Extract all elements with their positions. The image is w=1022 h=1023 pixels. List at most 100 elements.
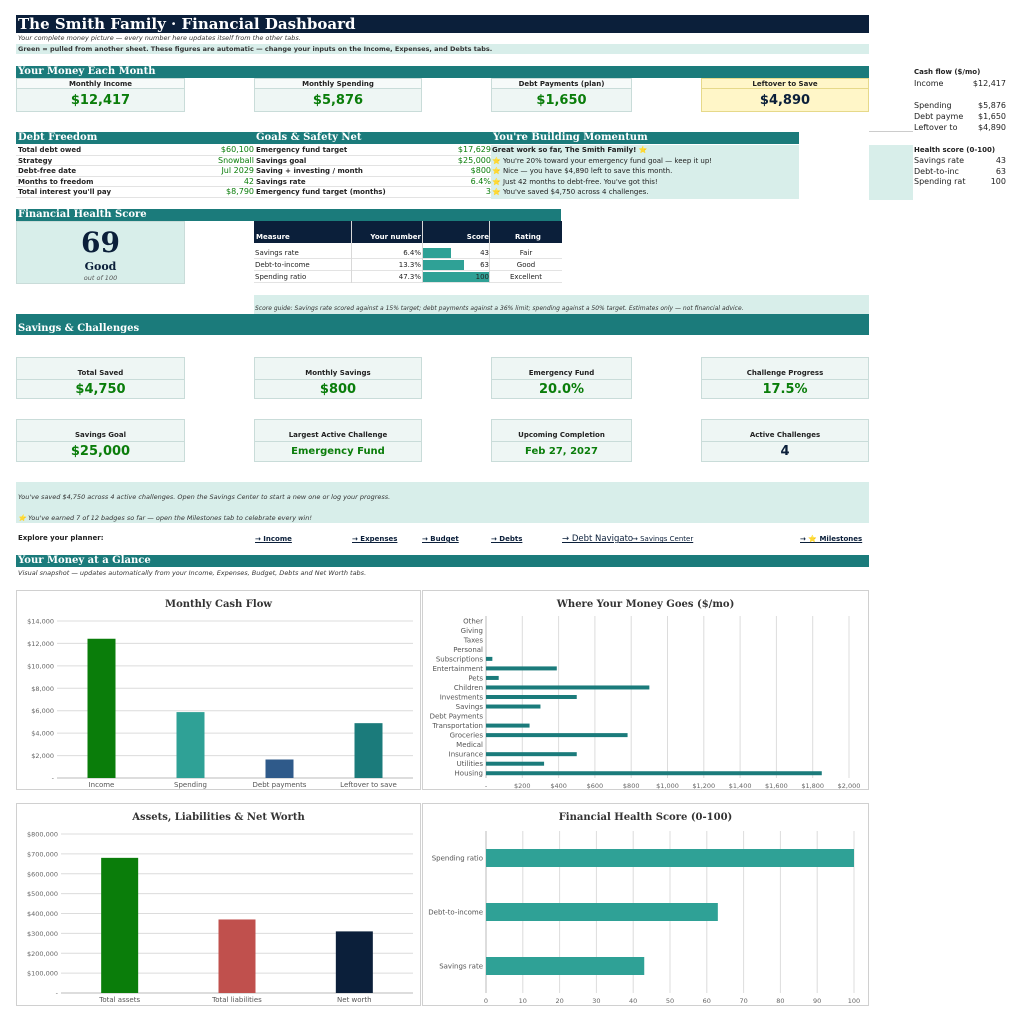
health-score-panel: 69 Good out of 100 (16, 221, 185, 284)
kv-label: Strategy (18, 156, 53, 165)
col-divider (351, 221, 352, 283)
bar (486, 903, 718, 921)
kv-row: Emergency fund target $17,629 (254, 145, 491, 156)
kv-label: Months to freedom (18, 177, 94, 186)
section-heading-debt-freedom: Debt Freedom (16, 132, 254, 144)
measure: Savings rate (255, 249, 299, 257)
link-milestones[interactable]: → ⭐ Milestones (800, 535, 863, 543)
chart-svg: - $200 $400 $600 $800 $1,000 $1,200 $1,400 $1,60… (430, 616, 860, 790)
side-value: $5,876 (978, 101, 1006, 110)
side-label: Spending rat (914, 177, 966, 186)
link-debt-navigator[interactable]: → Debt Navigato (562, 534, 634, 544)
x-tick-label: $600 (587, 782, 604, 790)
kv-row: Savings rate 6.4% (254, 177, 491, 187)
side-value: $12,417 (972, 79, 1006, 88)
chart-monthly-cash-flow: Monthly Cash Flow - $2,000 $4,000 $6,000 $8,… (16, 590, 421, 790)
kv-label: Total debt owed (18, 146, 82, 154)
link-savings-center[interactable]: → Savings Center (632, 535, 694, 543)
side-label: Debt-to-inc (914, 167, 959, 176)
kpi-label: Monthly Spending (255, 79, 421, 89)
side-cashflow-row: Debt payme $1,650 (914, 112, 1006, 121)
kpi-card-leftover: Leftover to Save $4,890 (701, 78, 869, 112)
momentum-line: ⭐ You're 20% toward your emergency fund … (492, 156, 713, 165)
x-tick-label: $1,800 (801, 782, 824, 790)
x-tick-label: $400 (550, 782, 567, 790)
kpi-card-spending: Monthly Spending $5,876 (254, 78, 422, 112)
kpi-label: Debt Payments (plan) (492, 79, 631, 89)
y-tick-label: Entertainment (432, 665, 483, 673)
kv-label: Saving + investing / month (256, 167, 363, 175)
bar (354, 723, 383, 778)
score-bar (422, 272, 489, 282)
section-heading-savings: Savings & Challenges (16, 314, 869, 335)
kv-row: Saving + investing / month $800 (254, 166, 491, 177)
y-tick-label: Giving (461, 627, 483, 635)
bar (486, 704, 541, 709)
card-value: $25,000 (70, 444, 131, 459)
card-label: Total Saved (17, 358, 184, 380)
link-expenses[interactable]: → Expenses (352, 535, 398, 543)
side-shade (869, 145, 913, 200)
health-score-number: 69 (81, 226, 120, 259)
x-tick-label: 20 (555, 997, 563, 1005)
score-bar (422, 248, 451, 258)
side-cashflow-row: Leftover to $4,890 (914, 123, 1006, 132)
side-value: $4,890 (978, 123, 1006, 132)
score-bar (422, 260, 465, 270)
rating: Excellent (510, 273, 542, 281)
link-budget[interactable]: → Budget (422, 535, 459, 543)
side-label: Spending (914, 101, 952, 110)
savings-card-active: Active Challenges 4 (701, 419, 869, 462)
savings-card-total-saved: Total Saved $4,750 (16, 357, 185, 399)
score-guide: Score guide: Savings rate scored against… (254, 295, 869, 314)
kv-row: Strategy Snowball (16, 156, 254, 166)
side-health-row: Spending rat 100 (914, 177, 1006, 186)
bar (176, 712, 205, 778)
health-table: Measure Your number Score Rating Savings… (254, 221, 562, 284)
side-label: Savings rate (914, 156, 965, 165)
link-debts[interactable]: → Debts (491, 535, 523, 543)
y-tick-label: Investments (440, 694, 484, 702)
kv-label: Savings rate (256, 177, 306, 186)
y-tick-label: Housing (455, 770, 483, 778)
savings-card-monthly: Monthly Savings $800 (254, 357, 422, 399)
savings-note: You've saved $4,750 across 4 active chal… (18, 493, 391, 501)
bar (486, 695, 577, 699)
momentum-line: ⭐ Nice — you have $4,890 left to save th… (492, 167, 673, 175)
health-table-header: Measure Your number Score Rating (254, 221, 562, 243)
score: 63 (480, 261, 489, 269)
glance-subtitle: Visual snapshot — updates automatically … (18, 569, 367, 577)
side-cashflow-heading: Cash flow ($/mo) (914, 68, 981, 76)
y-tick-label: Transportation (431, 722, 483, 730)
kv-label: Emergency fund target (256, 146, 348, 154)
card-label: Emergency Fund (492, 358, 631, 380)
momentum-line: ⭐ You've saved $4,750 across 4 challenge… (492, 188, 649, 196)
kpi-value: $1,650 (536, 92, 587, 108)
momentum-panel: Great work so far, The Smith Family! ⭐ ⭐… (491, 145, 799, 199)
y-tick-label: $6,000 (31, 707, 54, 715)
x-tick-label: - (485, 782, 488, 790)
header-note: Green = pulled from another sheet. These… (16, 44, 869, 54)
score: 100 (475, 273, 489, 281)
kv-value: $800 (470, 166, 491, 175)
card-value: 17.5% (762, 381, 808, 397)
goals-table: Emergency fund target $17,629 Savings goa… (254, 145, 491, 198)
your-number: 13.3% (398, 261, 421, 269)
x-tick-label: 90 (813, 997, 821, 1005)
y-tick-label: $700,000 (27, 850, 58, 858)
card-label: Savings Goal (17, 420, 184, 442)
x-tick-label: 70 (739, 997, 747, 1005)
card-value: Feb 27, 2027 (525, 446, 598, 457)
x-tick-label: $1,600 (765, 782, 788, 790)
card-value: $800 (319, 381, 357, 397)
kv-label: Total interest you'll pay (18, 188, 112, 196)
bar (335, 931, 373, 993)
link-income[interactable]: → Income (255, 535, 292, 543)
card-label: Largest Active Challenge (255, 420, 421, 442)
col-divider (489, 221, 490, 283)
measure: Debt-to-income (255, 261, 310, 269)
x-tick-label: Debt payments (253, 781, 307, 789)
kv-value: $25,000 (457, 155, 491, 165)
y-tick-label: $10,000 (27, 662, 54, 670)
chart-svg: - $100,000 $200,000 $300,000 $400,000 $500,00… (27, 831, 413, 1004)
